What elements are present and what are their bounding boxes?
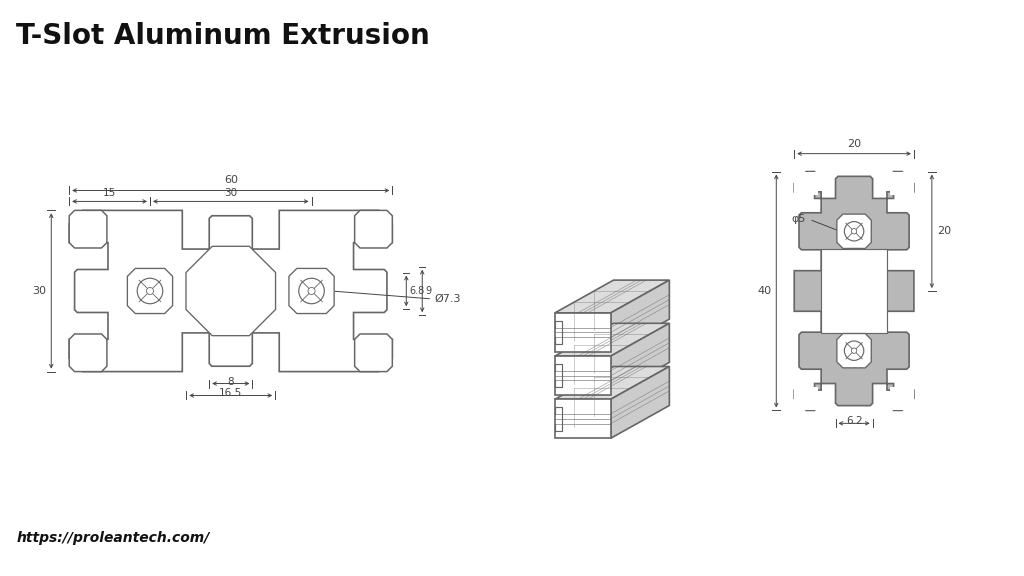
Text: 6.8: 6.8 <box>410 286 425 296</box>
Polygon shape <box>555 399 610 438</box>
Polygon shape <box>890 172 913 195</box>
Text: 20: 20 <box>847 139 861 149</box>
Text: 8: 8 <box>227 377 234 386</box>
Polygon shape <box>555 280 670 313</box>
Text: Ø7.3: Ø7.3 <box>434 294 461 304</box>
Text: 9: 9 <box>425 286 431 296</box>
Polygon shape <box>70 210 392 372</box>
Polygon shape <box>555 366 670 399</box>
Polygon shape <box>70 210 106 248</box>
Polygon shape <box>821 249 887 333</box>
Circle shape <box>851 348 857 354</box>
Polygon shape <box>555 323 670 356</box>
Polygon shape <box>837 214 871 248</box>
Text: 20: 20 <box>937 226 951 236</box>
Polygon shape <box>795 172 913 411</box>
Polygon shape <box>555 313 610 352</box>
Circle shape <box>845 222 864 241</box>
Polygon shape <box>186 247 275 336</box>
Polygon shape <box>795 172 818 195</box>
Text: 40: 40 <box>757 286 771 296</box>
Polygon shape <box>610 323 670 395</box>
Text: 30: 30 <box>224 188 238 199</box>
Circle shape <box>299 278 325 304</box>
Text: 6.2: 6.2 <box>846 416 862 426</box>
Polygon shape <box>610 280 670 352</box>
Polygon shape <box>837 334 871 368</box>
Text: https://proleantech.com/: https://proleantech.com/ <box>16 530 210 545</box>
Text: 16.5: 16.5 <box>219 388 243 399</box>
Polygon shape <box>289 268 334 313</box>
Polygon shape <box>354 210 392 248</box>
Text: 30: 30 <box>33 286 46 296</box>
Text: 60: 60 <box>224 176 238 185</box>
Circle shape <box>308 287 315 294</box>
Circle shape <box>146 287 154 294</box>
Circle shape <box>851 229 857 234</box>
Polygon shape <box>70 334 106 372</box>
Text: 15: 15 <box>103 188 116 199</box>
Polygon shape <box>795 386 818 411</box>
Text: 6.1: 6.1 <box>846 355 862 366</box>
Polygon shape <box>890 386 913 411</box>
Polygon shape <box>555 356 610 395</box>
Polygon shape <box>354 334 392 372</box>
Text: T-Slot Aluminum Extrusion: T-Slot Aluminum Extrusion <box>16 22 430 50</box>
Polygon shape <box>610 366 670 438</box>
Circle shape <box>137 278 163 304</box>
Text: φ5: φ5 <box>792 214 806 224</box>
Polygon shape <box>127 268 173 313</box>
Circle shape <box>845 341 864 361</box>
